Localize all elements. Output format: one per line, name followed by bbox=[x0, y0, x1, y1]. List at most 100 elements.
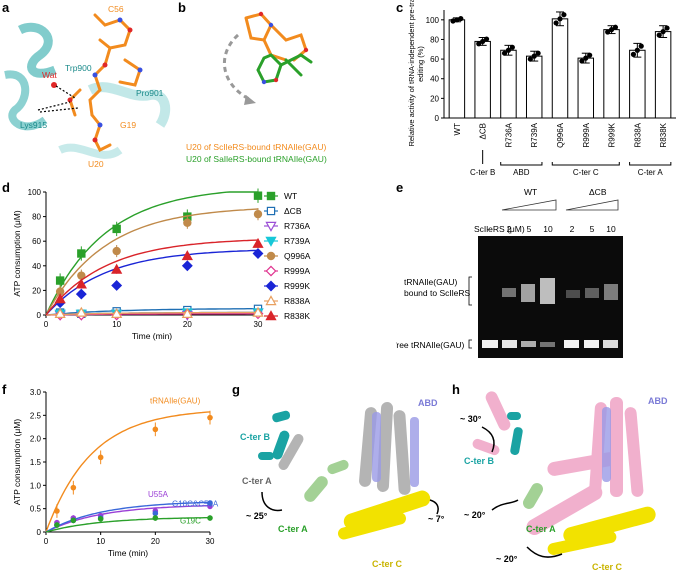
d-x-tick-label: 20 bbox=[183, 320, 192, 329]
c-category-label-7: R838A bbox=[633, 122, 642, 147]
d-point-7-1 bbox=[75, 306, 87, 317]
f-series-line-3 bbox=[45, 516, 211, 533]
c-datapoint bbox=[579, 58, 585, 64]
arrow-7-deg bbox=[429, 499, 439, 515]
f-x-tick-label: 30 bbox=[206, 537, 215, 546]
c-datapoint bbox=[480, 38, 486, 45]
lane-label-2: 5 bbox=[527, 224, 532, 234]
rotation-arrowhead bbox=[244, 95, 256, 105]
d-y-tick-label: 60 bbox=[32, 237, 41, 246]
f-point-3-3 bbox=[152, 515, 159, 521]
d-point-6-2 bbox=[111, 280, 123, 291]
panel-label-c: c bbox=[396, 0, 404, 15]
c-group-label-2: C-ter C bbox=[573, 168, 599, 177]
c-category-label-6: R999K bbox=[608, 122, 617, 147]
d-y-tick-label: 0 bbox=[37, 311, 42, 320]
f-x-tick-label: 20 bbox=[151, 537, 160, 546]
teal-cter-b-h bbox=[507, 412, 523, 456]
c-datapoint bbox=[483, 36, 490, 42]
lane-label-1: 2 bbox=[507, 224, 512, 234]
arrow-20-deg-a bbox=[491, 499, 519, 511]
caption-green: U20 of SaIleRS-bound tRNAIle(GAU) bbox=[186, 154, 327, 164]
c-bar-6 bbox=[603, 29, 620, 119]
label-pro901: Pro901 bbox=[136, 88, 164, 98]
d-legend-label-6: R999K bbox=[284, 281, 310, 291]
c-datapoint bbox=[553, 20, 559, 26]
d-point-7-0 bbox=[54, 307, 66, 318]
g-label-7-deg: ~ 7° bbox=[428, 514, 445, 524]
d-legend-label-1: ΔCB bbox=[284, 206, 302, 216]
panel-f-line-chart: 0 0.5 1.0 1.5 2.0 2.5 3.0 0 10 20 30 Time (min) ATP … bbox=[12, 388, 219, 558]
label-u20: U20 bbox=[88, 159, 104, 169]
d-point-6-4 bbox=[252, 248, 264, 259]
f-point-3-2 bbox=[97, 516, 104, 522]
upper-band-bracket bbox=[468, 276, 472, 306]
f-x-tick-label: 10 bbox=[96, 537, 105, 546]
d-point-4-3 bbox=[183, 218, 192, 227]
f-series-line-0 bbox=[45, 411, 211, 533]
b-nitrogen-atoms bbox=[261, 22, 274, 85]
teal-cter-b bbox=[258, 410, 291, 460]
h-label-cter-c: C-ter C bbox=[592, 562, 623, 572]
f-series-label-3: G19C bbox=[180, 517, 201, 526]
d-legend-marker-4 bbox=[266, 251, 276, 261]
c-datapoint bbox=[505, 47, 512, 53]
gel-group-wt: WT bbox=[524, 187, 537, 197]
d-point-0-0 bbox=[55, 276, 65, 285]
c-datapoint bbox=[583, 55, 589, 61]
label-c56: C56 bbox=[108, 4, 124, 14]
c-y-tick-label: 40 bbox=[430, 75, 439, 84]
c-datapoint bbox=[634, 47, 640, 53]
panel-label-e: e bbox=[396, 180, 404, 195]
g-label-cter-a-grey: C-ter A bbox=[242, 476, 272, 486]
f-point-3-4 bbox=[207, 515, 213, 521]
blue-nitrogen-atoms bbox=[92, 17, 143, 128]
grey-cylinders bbox=[278, 402, 411, 495]
f-y-tick-label: 2.5 bbox=[30, 411, 42, 420]
d-point-6-1 bbox=[75, 288, 87, 300]
panel-g-structure: C-ter B C-ter A ~ 25° C-ter A ABD ~ 7° C… bbox=[240, 398, 445, 569]
c-datapoint bbox=[612, 24, 619, 30]
d-point-7-3 bbox=[181, 307, 193, 318]
arrow-30-deg bbox=[481, 426, 495, 453]
d-legend-marker-3 bbox=[265, 236, 277, 247]
panel-label-a: a bbox=[2, 0, 10, 15]
d-legend-label-5: R999A bbox=[284, 266, 310, 276]
rotation-arrow bbox=[222, 33, 252, 102]
d-point-8-2 bbox=[111, 263, 123, 274]
band-label-upper-line2: bound to ScIleRS bbox=[404, 288, 470, 298]
d-series-line-4 bbox=[45, 208, 259, 316]
c-ylabel-line2: editing (%) bbox=[416, 46, 425, 82]
f-y-tick-label: 2.0 bbox=[30, 435, 42, 444]
d-legend-label-3: R739A bbox=[284, 236, 310, 246]
lightgreen-cter-a-h bbox=[523, 483, 544, 509]
d-y-axis-label: ATP consumption (μM) bbox=[12, 210, 22, 296]
c-datapoint bbox=[527, 56, 533, 62]
d-point-6-3 bbox=[181, 260, 193, 272]
c-bar-7 bbox=[629, 49, 646, 119]
wt-gradient-wedge bbox=[501, 199, 557, 211]
f-point-3-1 bbox=[70, 517, 77, 524]
c-bar-4 bbox=[551, 18, 569, 119]
d-point-8-3 bbox=[181, 250, 193, 261]
g-label-cter-a-green: C-ter A bbox=[278, 524, 308, 534]
c-datapoint bbox=[630, 51, 637, 57]
panel-label-b: b bbox=[178, 0, 186, 15]
d-point-8-1 bbox=[75, 278, 87, 289]
c-bar-5 bbox=[577, 57, 595, 119]
c-datapoint bbox=[450, 18, 456, 24]
f-point-0-1 bbox=[70, 484, 77, 491]
lane-label-3: 10 bbox=[543, 224, 553, 234]
d-x-tick-label: 10 bbox=[112, 320, 121, 329]
lavender-abd-cylinders-h bbox=[602, 407, 611, 482]
yellow-cter-c-h bbox=[547, 506, 656, 556]
c-datapoint bbox=[454, 17, 460, 23]
lane-label-0: - bbox=[487, 224, 490, 234]
panel-d-line-chart: 0 20 40 60 80 100 0 10 20 30 Time (min) ATP consump… bbox=[12, 188, 311, 341]
f-y-axis-label: ATP consumption (μM) bbox=[12, 419, 22, 505]
d-y-tick-label: 80 bbox=[32, 213, 41, 222]
c-datapoint bbox=[509, 44, 515, 50]
d-legend-marker-5 bbox=[265, 265, 277, 277]
c-y-tick-label: 0 bbox=[435, 114, 440, 123]
c-datapoint bbox=[535, 50, 541, 56]
